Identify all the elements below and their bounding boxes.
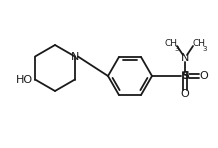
Text: 3: 3 <box>203 46 207 52</box>
Text: CH: CH <box>192 38 206 48</box>
Text: O: O <box>200 71 208 81</box>
Text: N: N <box>71 52 79 62</box>
Text: 3: 3 <box>175 46 179 52</box>
Text: HO: HO <box>16 74 33 85</box>
Text: CH: CH <box>165 38 177 48</box>
Text: N: N <box>181 53 189 63</box>
Text: O: O <box>181 89 189 99</box>
Text: S: S <box>181 71 189 81</box>
